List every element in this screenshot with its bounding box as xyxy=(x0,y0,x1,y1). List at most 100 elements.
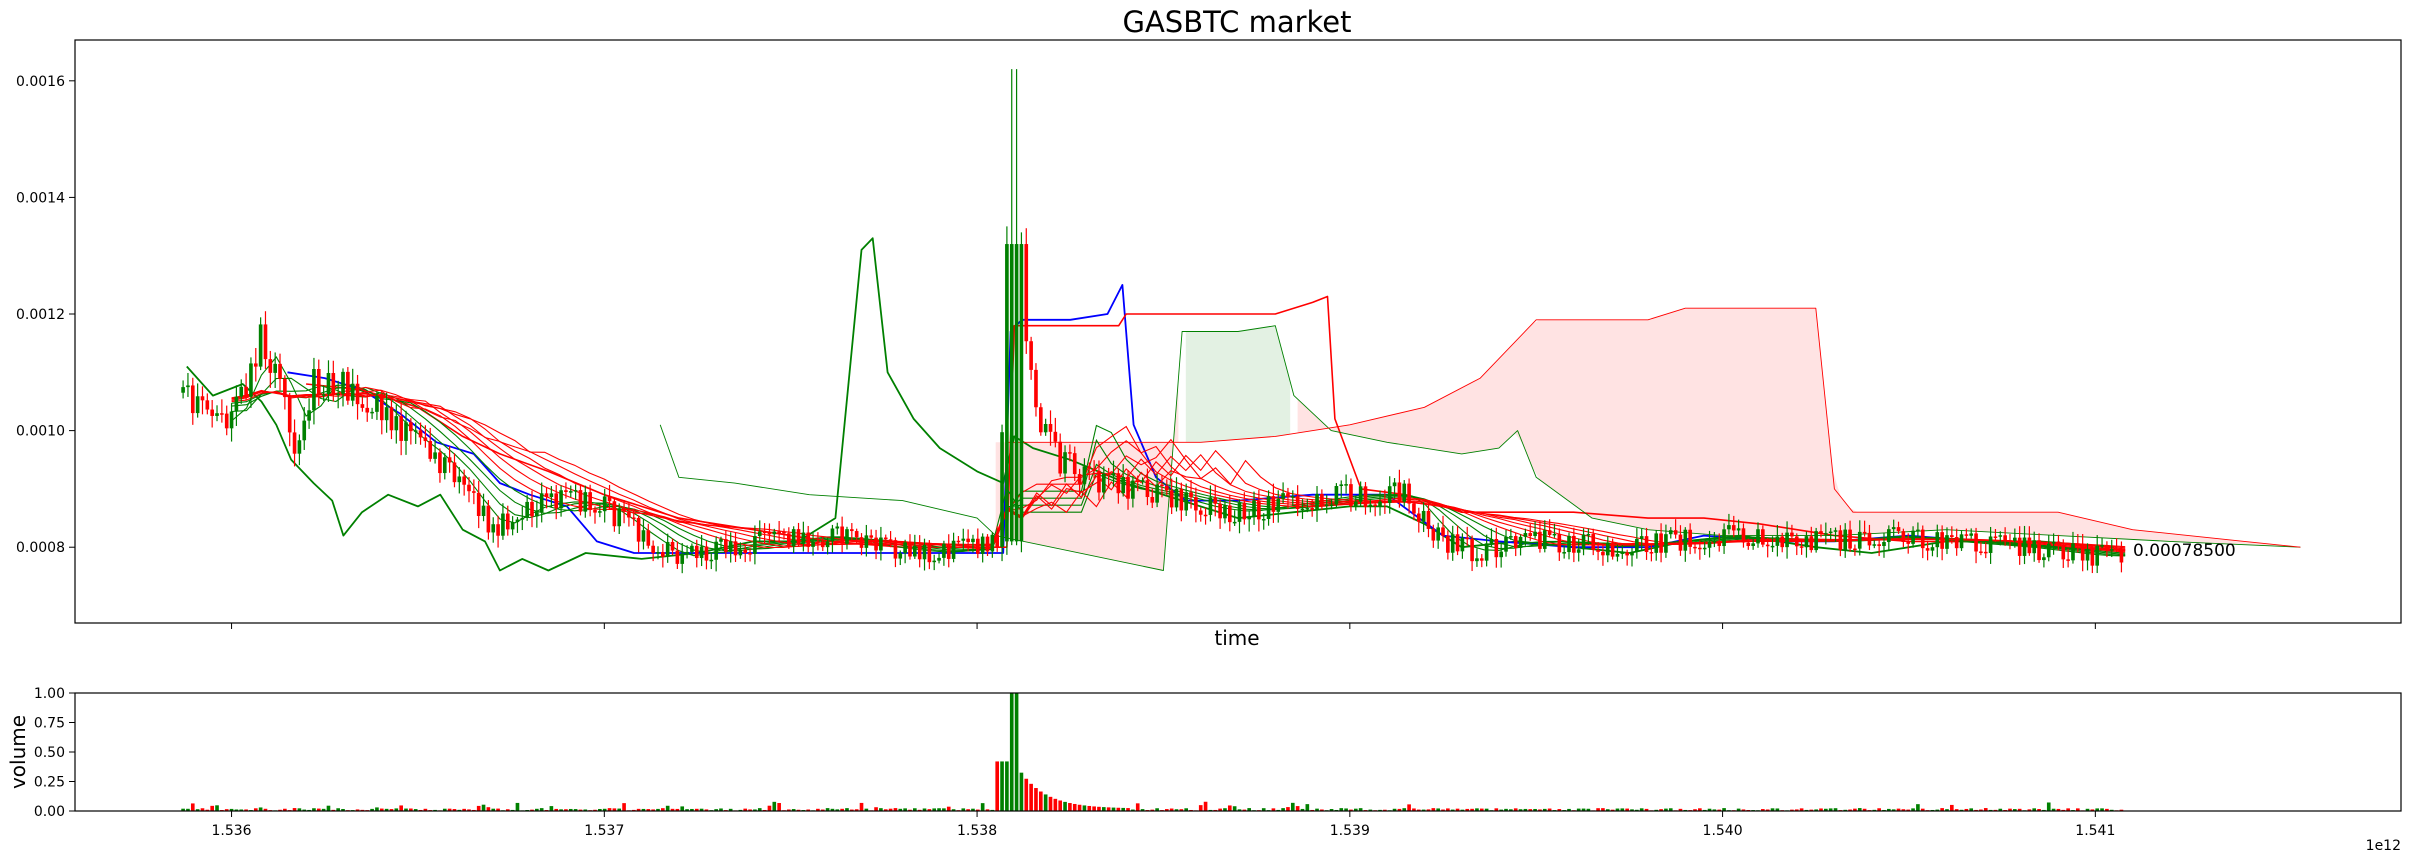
candle-body xyxy=(263,324,268,360)
candle-body xyxy=(462,476,466,485)
volume-bar xyxy=(1397,808,1402,811)
volume-bar xyxy=(2095,808,2100,811)
volume-bar xyxy=(1383,809,1387,811)
candle-body xyxy=(888,539,893,541)
candle-body xyxy=(186,385,190,388)
candle-body xyxy=(1935,532,1940,548)
volume-bar xyxy=(195,809,200,811)
volume-bar xyxy=(413,809,418,811)
volume-bar xyxy=(1707,808,1712,811)
volume-bar xyxy=(278,809,282,811)
candle-body xyxy=(389,407,394,431)
volume-bar xyxy=(1019,772,1024,811)
candle-body xyxy=(1499,551,1503,558)
volume-bar xyxy=(384,808,389,811)
volume-bar xyxy=(1736,808,1741,811)
candle-body xyxy=(874,537,878,551)
candle-body xyxy=(854,531,859,538)
volume-bar xyxy=(321,808,326,811)
candle-body xyxy=(1853,548,1857,551)
candle-body xyxy=(1290,496,1295,498)
candle-body xyxy=(287,397,292,433)
candle-body xyxy=(2085,549,2090,561)
volume-bar xyxy=(1538,809,1542,811)
volume-bar xyxy=(1416,809,1421,811)
volume-bar xyxy=(1436,808,1440,811)
candle-body xyxy=(1198,510,1203,515)
candle-body xyxy=(564,490,568,492)
candle-body xyxy=(762,531,767,534)
volume-bar xyxy=(1547,808,1552,811)
volume-bar xyxy=(646,809,651,811)
candle-body xyxy=(1194,497,1198,511)
candle-body xyxy=(1494,539,1499,558)
volume-bar xyxy=(602,808,607,811)
volume-bar xyxy=(791,809,796,811)
volume-bar xyxy=(1887,808,1891,811)
candle-body xyxy=(1954,537,1959,549)
volume-bar xyxy=(651,809,655,811)
candle-body xyxy=(568,491,573,493)
candle-body xyxy=(796,529,801,544)
volume-bar xyxy=(2032,808,2037,811)
candle-body xyxy=(1465,537,1470,540)
volume-bar xyxy=(748,809,752,811)
volume-bar xyxy=(1140,809,1145,811)
volume-bar xyxy=(1935,809,1940,811)
volume-bar xyxy=(1329,809,1334,811)
volume-bar xyxy=(1479,808,1484,811)
candle-body xyxy=(394,416,399,431)
volume-bar xyxy=(1014,693,1019,811)
candle-body xyxy=(1906,542,1911,544)
candle-body xyxy=(1446,535,1450,553)
volume-bar xyxy=(2046,802,2051,811)
volume-bar xyxy=(2027,809,2032,811)
candle-body xyxy=(1402,483,1407,502)
volume-bar xyxy=(447,808,452,811)
candle-body xyxy=(1528,533,1533,537)
candle-body xyxy=(1882,542,1886,547)
candle-body xyxy=(302,420,307,441)
candle-body xyxy=(360,404,365,408)
price-y-tick-label: 0.0008 xyxy=(16,540,65,556)
candle-body xyxy=(457,476,462,483)
candle-body xyxy=(438,452,442,474)
candle-body xyxy=(1295,496,1300,510)
volume-bar xyxy=(505,809,510,811)
candle-body xyxy=(767,532,772,535)
candle-body xyxy=(816,541,820,543)
candle-body xyxy=(452,462,457,483)
volume-bar xyxy=(1911,808,1915,811)
volume-x-tick-label: 1.537 xyxy=(584,823,624,839)
candle-body xyxy=(554,493,559,509)
candle-body xyxy=(995,534,1000,547)
candle-body xyxy=(1063,452,1067,474)
candle-body xyxy=(1848,529,1852,549)
candle-body xyxy=(486,505,491,533)
candle-body xyxy=(1048,424,1053,432)
candle-body xyxy=(1184,492,1189,511)
candle-body xyxy=(1664,534,1668,553)
candle-body xyxy=(2056,541,2061,546)
candle-body xyxy=(1659,533,1663,553)
volume-bar xyxy=(1116,807,1121,811)
candle-body xyxy=(1504,537,1508,552)
candle-body xyxy=(297,440,302,454)
volume-bar xyxy=(1833,808,1838,811)
volume-bar xyxy=(1043,794,1048,811)
candle-body xyxy=(1101,473,1106,493)
volume-bar xyxy=(1460,809,1465,811)
candle-body xyxy=(1068,452,1072,454)
volume-bar xyxy=(864,808,869,811)
volume-bar xyxy=(1053,798,1058,811)
candle-body xyxy=(1828,531,1833,534)
candle-body xyxy=(646,530,651,546)
volume-bar xyxy=(379,808,384,811)
candle-body xyxy=(573,490,578,492)
volume-bar xyxy=(1087,805,1092,811)
candle-body xyxy=(515,519,520,523)
volume-bar xyxy=(1916,804,1920,811)
candle-body xyxy=(501,513,505,536)
candle-body xyxy=(728,541,733,552)
